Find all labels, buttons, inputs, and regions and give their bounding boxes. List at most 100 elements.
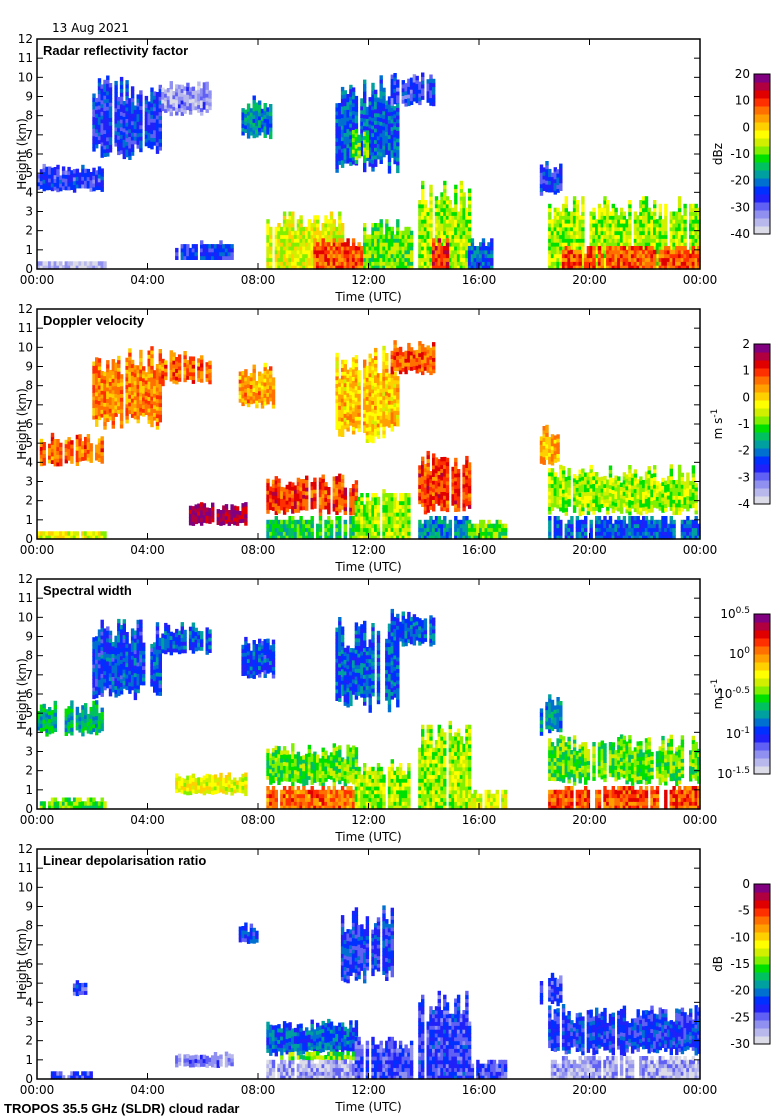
data-cell <box>385 223 389 228</box>
data-cell <box>390 153 394 158</box>
data-cell <box>697 242 701 247</box>
data-cell <box>246 130 251 135</box>
data-cell <box>644 211 649 216</box>
data-cell <box>103 398 107 403</box>
data-cell <box>202 514 207 520</box>
data-cell <box>106 102 110 107</box>
data-cell <box>266 261 270 266</box>
data-cell <box>363 131 367 137</box>
data-cell <box>434 261 439 266</box>
data-cell <box>161 87 165 92</box>
data-cell <box>111 366 115 372</box>
data-cell <box>95 368 99 374</box>
data-cell <box>56 454 60 459</box>
data-cell <box>592 223 596 228</box>
data-cell <box>329 531 334 536</box>
data-cell <box>260 116 265 121</box>
data-cell <box>338 531 342 536</box>
data-cell <box>95 128 99 134</box>
data-cell <box>114 96 118 101</box>
data-cell <box>650 219 654 224</box>
data-cell <box>658 242 662 247</box>
data-cell <box>694 234 698 239</box>
data-cell <box>454 223 458 228</box>
data-cell <box>42 457 46 462</box>
data-cell <box>235 521 240 526</box>
data-cell <box>202 510 207 516</box>
data-cell <box>233 517 237 522</box>
data-cell <box>86 265 91 270</box>
data-cell <box>299 506 303 511</box>
data-cell <box>387 157 392 163</box>
data-cell <box>291 527 295 532</box>
data-cell <box>144 138 149 143</box>
data-cell <box>548 223 552 228</box>
data-cell <box>92 179 96 184</box>
data-cell <box>258 375 262 380</box>
data-cell <box>390 130 394 135</box>
data-cell <box>150 137 154 142</box>
data-cell <box>139 365 143 370</box>
data-cell <box>564 249 568 255</box>
data-cell <box>302 226 306 232</box>
data-cell <box>335 145 339 150</box>
data-cell <box>351 160 356 165</box>
data-cell <box>335 483 339 489</box>
data-cell <box>108 109 113 115</box>
data-cell <box>266 494 270 499</box>
data-cell <box>429 230 433 236</box>
data-cell <box>293 230 298 236</box>
data-cell <box>387 150 392 155</box>
data-cell <box>396 91 400 96</box>
data-cell <box>346 136 350 141</box>
data-cell <box>67 174 71 179</box>
data-cell <box>575 261 580 266</box>
data-cell <box>136 407 140 412</box>
data-cell <box>45 178 49 183</box>
data-cell <box>559 223 563 228</box>
data-cell <box>293 261 298 266</box>
data-cell <box>293 508 298 513</box>
data-cell <box>39 450 44 455</box>
data-cell <box>59 442 63 448</box>
data-cell <box>108 381 113 386</box>
data-cell <box>222 255 226 260</box>
data-cell <box>332 476 336 481</box>
data-cell <box>133 380 138 385</box>
data-cell <box>338 413 342 418</box>
data-cell <box>343 491 347 496</box>
data-cell <box>95 372 99 378</box>
data-cell <box>385 234 389 239</box>
data-cell <box>117 120 121 125</box>
data-cell <box>269 389 273 394</box>
data-cell <box>202 251 207 257</box>
data-cell <box>302 230 306 236</box>
data-cell <box>155 371 160 377</box>
data-cell <box>606 257 610 262</box>
data-cell <box>653 253 657 259</box>
data-cell <box>125 152 129 158</box>
data-cell <box>108 400 113 405</box>
data-cell <box>111 401 115 406</box>
data-cell <box>689 253 693 259</box>
data-cell <box>567 215 571 220</box>
data-cell <box>661 257 665 262</box>
data-cell <box>50 171 55 176</box>
data-cell <box>451 219 455 224</box>
data-cell <box>338 393 342 399</box>
data-cell <box>542 171 546 176</box>
data-cell <box>689 219 693 224</box>
data-cell <box>550 230 555 236</box>
data-cell <box>548 253 552 259</box>
data-cell <box>456 246 461 251</box>
data-cell <box>567 219 571 224</box>
data-cell <box>205 108 209 113</box>
data-cell <box>376 238 381 243</box>
data-cell <box>164 97 168 102</box>
data-cell <box>219 517 223 523</box>
data-cell <box>393 129 397 134</box>
data-cell <box>92 396 96 401</box>
data-cell <box>440 207 444 213</box>
data-cell <box>669 249 673 255</box>
data-cell <box>277 490 281 495</box>
